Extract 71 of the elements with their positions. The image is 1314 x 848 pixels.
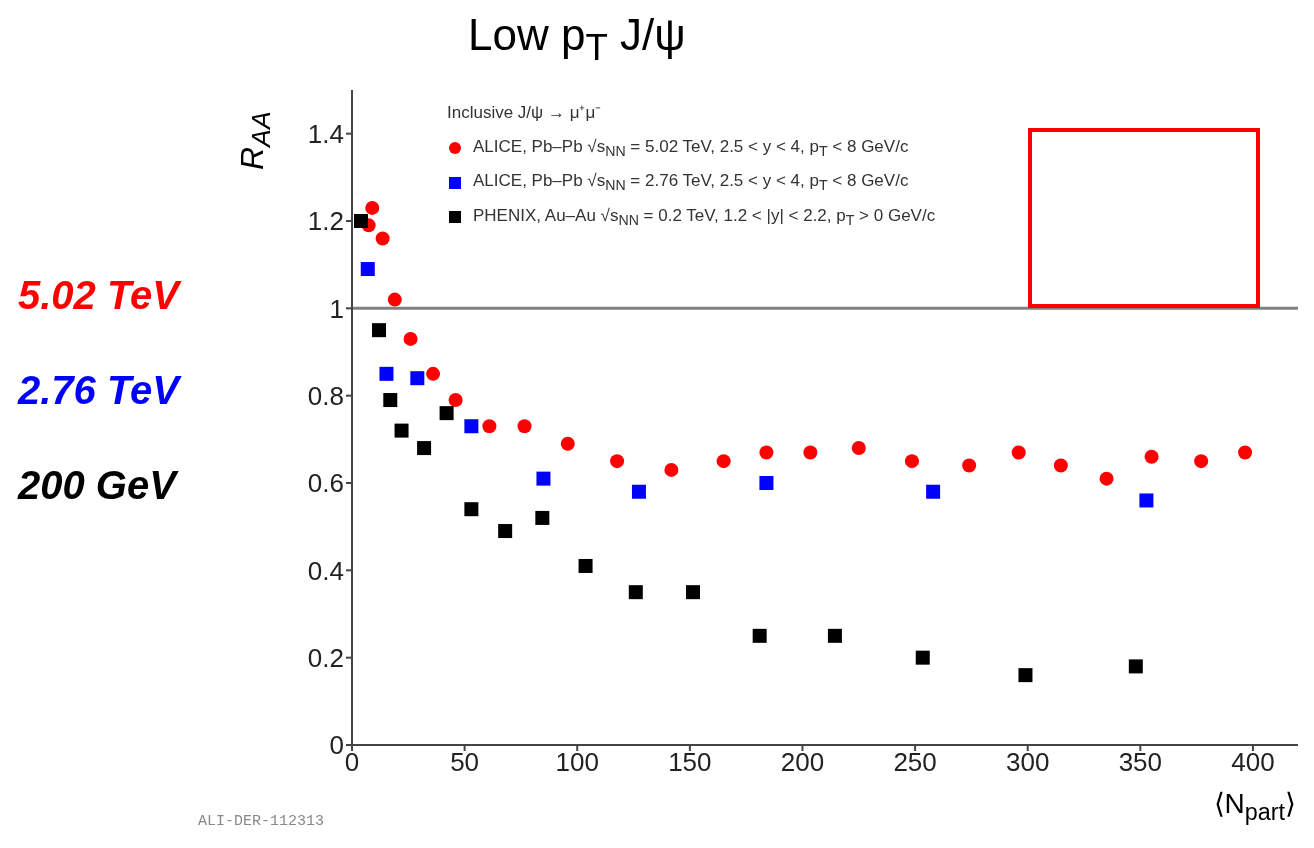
point [517, 419, 532, 434]
point [482, 419, 497, 434]
point [962, 458, 977, 473]
text: ALI-DER-112313 [198, 813, 325, 830]
y-tick-label: 0.8 [307, 380, 344, 411]
y-tick-label: 0.4 [307, 555, 344, 586]
x-tick-label: 200 [780, 747, 825, 778]
point [1128, 659, 1143, 674]
point [578, 558, 593, 573]
point [365, 200, 380, 215]
point [752, 628, 767, 643]
x-tick-label: 100 [555, 747, 599, 778]
point [716, 454, 731, 469]
point [759, 445, 774, 460]
point [560, 436, 575, 451]
point [827, 628, 842, 643]
point [360, 262, 375, 277]
y-tick-label: 0.6 [307, 468, 344, 499]
y-tick-label: 1 [329, 293, 344, 324]
point [904, 454, 919, 469]
point [394, 423, 409, 438]
point [1053, 458, 1068, 473]
point [686, 585, 701, 600]
point [403, 331, 418, 346]
legend-label: PHENIX, Au–Au √s$_{NN}$ = 0.2 TeV, 1.2 < |y| < 2.2, p$_{T}$ > 0 GeV/c [473, 205, 936, 229]
x-tick-label: 350 [1118, 747, 1163, 778]
point [1099, 471, 1114, 486]
chart-title: Low p$_{T}$ J/ψ [468, 10, 686, 68]
x-axis-title: ⟨N$_{part}$⟩ [1213, 788, 1296, 825]
point [379, 366, 394, 381]
y-tick-label: 0.2 [307, 642, 344, 673]
point [535, 510, 550, 525]
point [426, 366, 441, 381]
point [628, 585, 643, 600]
point [439, 406, 454, 421]
y-tick-label: 1.2 [307, 206, 344, 237]
point [759, 476, 774, 490]
point [464, 419, 479, 434]
point [387, 292, 402, 307]
point [1144, 449, 1159, 464]
point [410, 371, 425, 386]
legend-label: ALICE, Pb–Pb √s$_{NN}$ = 2.76 TeV, 2.5 < y < 4, p$_{T}$ < 8 GeV/c [473, 171, 909, 194]
x-tick-label: 300 [1006, 747, 1050, 778]
point [375, 231, 390, 246]
y-tick-label: 1.4 [307, 118, 344, 149]
point [383, 393, 398, 408]
x-tick-label: 400 [1231, 747, 1275, 778]
point [631, 484, 646, 499]
point [498, 524, 513, 539]
point [464, 502, 479, 517]
point [610, 454, 625, 469]
point [1018, 668, 1033, 683]
point [448, 393, 463, 408]
point [417, 441, 432, 456]
point [1238, 445, 1253, 460]
legend-title: Inclusive J/ψ → μ⁺μ⁻ [447, 103, 602, 122]
point [1011, 445, 1026, 460]
x-tick-label: 250 [893, 747, 937, 778]
point [915, 650, 930, 665]
point [536, 471, 551, 486]
legend-label: ALICE, Pb–Pb √s$_{NN}$ = 5.02 TeV, 2.5 < y < 4, p$_{T}$ < 8 GeV/c [473, 137, 909, 160]
point [664, 462, 679, 477]
point [372, 323, 387, 338]
point [1139, 493, 1154, 508]
x-tick-label: 150 [668, 747, 712, 778]
x-tick-label: 50 [450, 747, 480, 778]
point [926, 484, 941, 499]
point [354, 214, 369, 228]
point [1194, 454, 1209, 469]
point [803, 445, 818, 460]
point [851, 441, 866, 456]
